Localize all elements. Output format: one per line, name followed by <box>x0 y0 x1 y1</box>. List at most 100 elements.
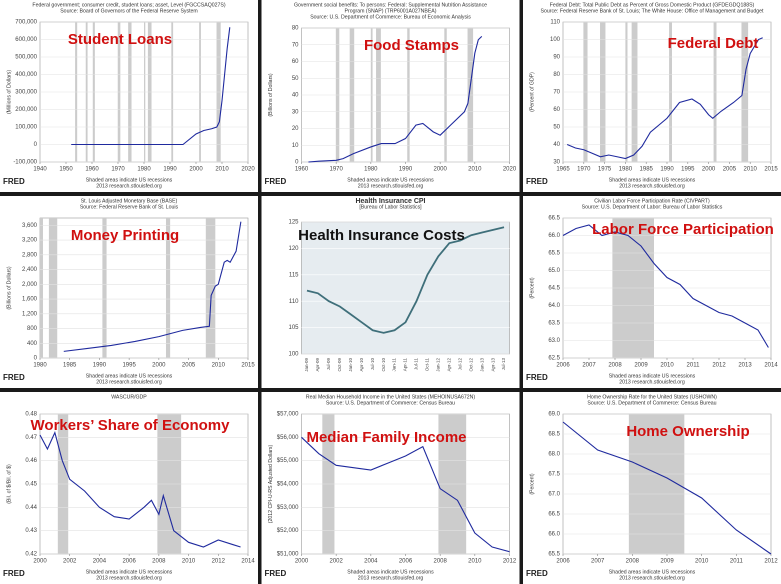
x-tick-label: 1940 <box>33 167 47 173</box>
chart-title: Student Loans <box>68 31 172 48</box>
footer-note: Shaded areas indicate US recessions <box>86 177 173 183</box>
x-tick-label: 2013 <box>738 363 752 369</box>
y-axis-label: (Billions of Dollars) <box>268 73 274 117</box>
footer-note: 2013 research.stlouisfed.org <box>96 575 162 581</box>
x-tick-label: 1990 <box>399 167 413 173</box>
chart-title: Workers’ Share of Economy <box>31 417 231 434</box>
x-tick-label: 2012 <box>212 559 226 565</box>
y-tick-label: 2,800 <box>22 252 38 258</box>
x-tick-label: 2010 <box>468 167 482 173</box>
x-tick-label: 1980 <box>137 167 151 173</box>
x-tick-label: 1950 <box>59 167 73 173</box>
y-tick-label: 105 <box>288 325 299 331</box>
y-tick-label: 66.5 <box>548 216 560 222</box>
y-tick-label: 68.0 <box>548 452 560 458</box>
footer-note: Shaded areas indicate US recessions <box>609 569 696 575</box>
x-tick-label: 2000 <box>295 559 309 565</box>
y-tick-label: 400,000 <box>15 72 37 78</box>
y-tick-label: 60 <box>553 107 560 113</box>
x-tick-label: 1980 <box>619 167 633 173</box>
footer-note: 2013 research.stlouisfed.org <box>96 183 162 189</box>
y-tick-label: 2,000 <box>22 282 38 288</box>
footer-note: Shaded areas indicate US recessions <box>609 177 696 183</box>
x-tick-label: 2020 <box>503 167 517 173</box>
y-tick-label: $53,000 <box>277 505 299 511</box>
data-line <box>63 221 242 352</box>
x-tick-label: Jul-12 <box>457 358 462 371</box>
brand: FRED <box>526 373 548 382</box>
y-tick-label: $57,000 <box>277 412 299 418</box>
x-tick-label: Apr-10 <box>359 358 364 372</box>
x-tick-label: 1975 <box>598 167 612 173</box>
x-tick-label: 2009 <box>634 363 648 369</box>
y-tick-label: 1,200 <box>22 311 38 317</box>
x-tick-label: Jan-10 <box>348 358 353 372</box>
y-tick-label: 68.5 <box>548 432 560 438</box>
y-tick-label: 62.5 <box>548 356 560 362</box>
y-tick-label: 100,000 <box>15 125 37 131</box>
brand: FRED <box>526 569 548 578</box>
y-tick-label: 0.42 <box>25 552 37 558</box>
y-tick-label: 20 <box>292 126 299 132</box>
x-tick-label: 2000 <box>189 167 203 173</box>
chart-header: Health Insurance CPI <box>355 198 425 205</box>
x-tick-label: Jan-11 <box>392 358 397 372</box>
x-tick-label: 1970 <box>329 167 343 173</box>
x-tick-label: 1995 <box>681 167 695 173</box>
y-tick-label: 0 <box>34 142 38 148</box>
brand: FRED <box>526 177 548 186</box>
y-tick-label: $55,000 <box>277 458 299 464</box>
y-tick-label: 125 <box>288 220 299 226</box>
y-tick-label: 700,000 <box>15 20 37 26</box>
x-tick-label: Apr-12 <box>446 358 451 372</box>
y-tick-label: 65.0 <box>548 268 560 274</box>
chart-header: Government social benefits: To persons: … <box>294 2 487 8</box>
footer-note: 2013 research.stlouisfed.org <box>358 575 424 581</box>
x-tick-label: 1970 <box>111 167 125 173</box>
y-tick-label: 40 <box>553 142 560 148</box>
y-tick-label: 66.0 <box>548 233 560 239</box>
y-tick-label: 0.44 <box>25 505 37 511</box>
panel: St. Louis Adjusted Monetary Base (BASE)S… <box>0 196 258 388</box>
x-tick-label: 2010 <box>215 167 229 173</box>
x-tick-label: Jul-10 <box>370 358 375 371</box>
chart-title: Median Family Income <box>306 429 466 446</box>
y-tick-label: 200,000 <box>15 107 37 113</box>
y-tick-label: 30 <box>553 160 560 166</box>
x-tick-label: 2007 <box>582 363 596 369</box>
panel: Home Ownership Rate for the United State… <box>523 392 781 584</box>
y-tick-label: 64.0 <box>548 303 560 309</box>
data-line <box>39 431 241 548</box>
recession-band <box>628 414 685 554</box>
x-tick-label: 1990 <box>93 363 107 369</box>
x-tick-label: 2010 <box>182 559 196 565</box>
x-tick-label: Jul-09 <box>326 358 331 371</box>
y-tick-label: $54,000 <box>277 482 299 488</box>
x-tick-label: 2008 <box>433 559 447 565</box>
chart-title: Food Stamps <box>364 37 459 54</box>
y-tick-label: 63.0 <box>548 338 560 344</box>
brand: FRED <box>265 569 287 578</box>
x-tick-label: 1980 <box>33 363 47 369</box>
y-tick-label: 300,000 <box>15 90 37 96</box>
y-tick-label: 70 <box>292 42 299 48</box>
x-tick-label: 1985 <box>640 167 654 173</box>
x-tick-label: 1990 <box>163 167 177 173</box>
data-line <box>562 224 769 348</box>
panel: Health Insurance CPI[Bureau of Labor Sta… <box>261 196 520 388</box>
x-tick-label: 1980 <box>364 167 378 173</box>
chart-header: Real Median Household Income in the Unit… <box>306 394 476 400</box>
y-tick-label: 90 <box>553 55 560 61</box>
y-tick-label: $52,000 <box>277 528 299 534</box>
data-line <box>306 226 505 334</box>
y-tick-label: 0.43 <box>25 528 37 534</box>
data-line <box>566 37 763 160</box>
chart-header: Source: Federal Reserve Bank of St. Loui… <box>80 204 179 210</box>
chart-header: WASCUR/GDP <box>111 394 147 400</box>
y-tick-label: $56,000 <box>277 435 299 441</box>
chart-header: Source: Board of Governors of the Federa… <box>60 8 198 14</box>
footer-note: Shaded areas indicate US recessions <box>347 177 434 183</box>
x-tick-label: 2010 <box>744 167 758 173</box>
x-tick-label: 2000 <box>433 167 447 173</box>
brand: FRED <box>3 373 25 382</box>
